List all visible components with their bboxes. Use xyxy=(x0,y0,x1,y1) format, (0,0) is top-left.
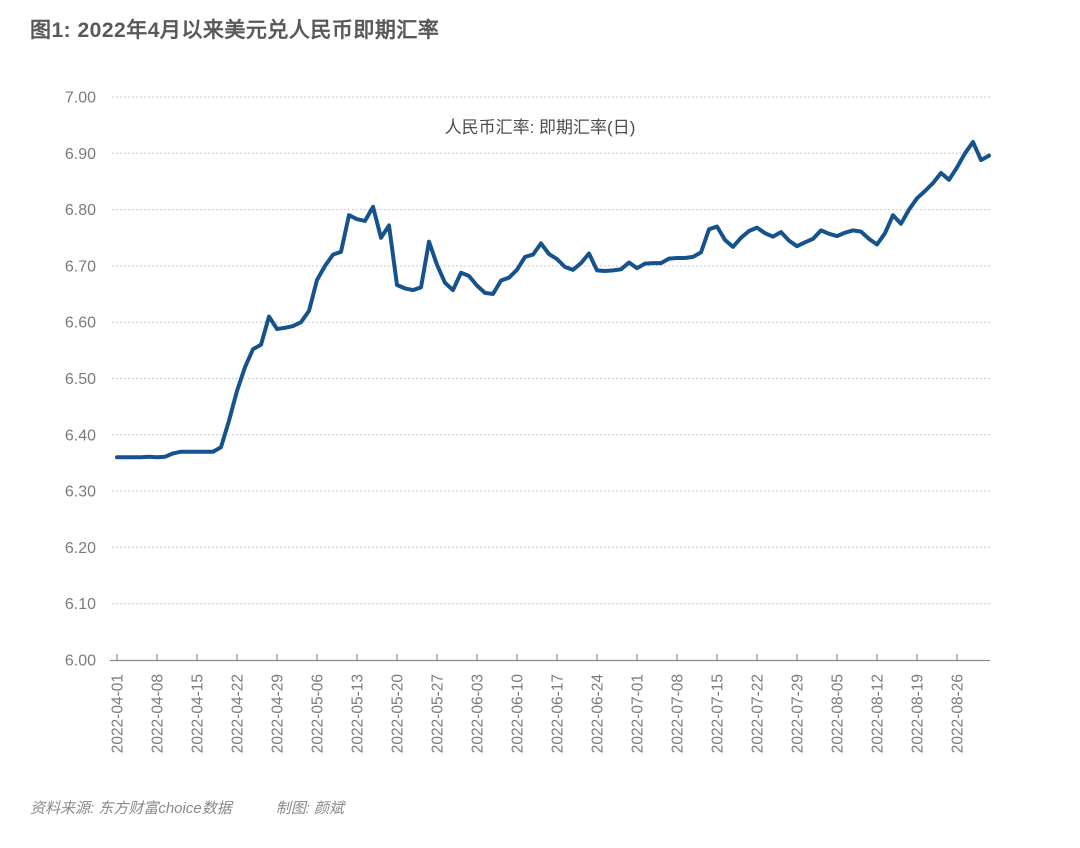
y-axis-tick-label: 6.70 xyxy=(65,258,96,275)
y-axis-tick-label: 6.10 xyxy=(65,596,96,613)
x-axis-tick-label: 2022-08-05 xyxy=(830,674,847,753)
x-axis-tick-label: 2022-04-08 xyxy=(150,674,167,753)
x-axis-tick-label: 2022-05-06 xyxy=(310,674,327,753)
y-axis-tick-label: 6.40 xyxy=(65,427,96,444)
series-legend-label: 人民币汇率: 即期汇率(日) xyxy=(445,118,636,137)
x-axis-tick-label: 2022-08-26 xyxy=(950,674,967,753)
y-axis-tick-label: 7.00 xyxy=(65,90,96,107)
x-axis-tick-label: 2022-05-13 xyxy=(350,674,367,753)
x-axis-tick-label: 2022-08-12 xyxy=(870,674,887,753)
x-axis-tick-label: 2022-04-15 xyxy=(190,674,207,753)
y-axis-tick-label: 6.00 xyxy=(65,653,96,670)
x-axis-tick-label: 2022-05-20 xyxy=(390,674,407,754)
figure-title: 图1: 2022年4月以来美元兑人民币即期汇率 xyxy=(30,19,440,42)
x-axis-tick-label: 2022-07-08 xyxy=(670,674,687,753)
x-axis-tick-label: 2022-04-22 xyxy=(230,674,247,753)
y-axis-tick-label: 6.30 xyxy=(65,484,96,501)
x-axis-tick-label: 2022-07-15 xyxy=(710,674,727,753)
x-axis-tick-label: 2022-06-10 xyxy=(510,674,527,754)
y-axis-tick-label: 6.90 xyxy=(65,146,96,163)
x-axis-tick-label: 2022-05-27 xyxy=(430,674,447,753)
x-axis-tick-label: 2022-04-01 xyxy=(110,674,127,753)
y-axis-tick-label: 6.20 xyxy=(65,540,96,557)
source-note: 资料来源: 东方财富choice数据 制图: 颜斌 xyxy=(30,797,344,818)
y-axis-tick-label: 6.80 xyxy=(65,202,96,219)
x-axis-tick-label: 2022-08-19 xyxy=(910,674,927,753)
chart-credit-text: 制图: 颜斌 xyxy=(275,800,345,817)
x-axis-tick-label: 2022-04-29 xyxy=(270,674,287,753)
x-axis-tick-label: 2022-07-01 xyxy=(630,674,647,753)
y-axis-tick-label: 6.60 xyxy=(65,315,96,332)
x-axis-tick-label: 2022-07-29 xyxy=(790,674,807,753)
x-axis-tick-label: 2022-06-24 xyxy=(590,674,607,754)
data-source-text: 资料来源: 东方财富choice数据 xyxy=(30,800,232,817)
x-axis-tick-label: 2022-06-17 xyxy=(550,674,567,753)
x-axis-tick-label: 2022-07-22 xyxy=(750,674,767,753)
x-axis-tick-label: 2022-06-03 xyxy=(470,674,487,753)
exchange-rate-line xyxy=(115,140,991,460)
y-axis-tick-label: 6.50 xyxy=(65,371,96,388)
